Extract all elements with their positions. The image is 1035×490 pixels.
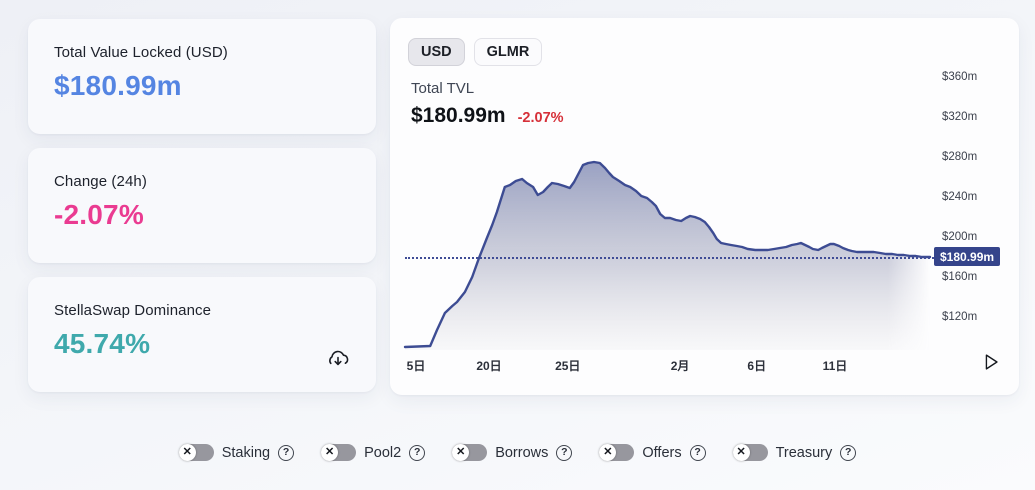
x-axis-label: 25日 — [555, 359, 581, 373]
y-axis-label: $160m — [942, 271, 978, 283]
borrows-toggle[interactable]: ✕ — [452, 444, 488, 461]
stat-card-tvl: Total Value Locked (USD) $180.99m — [28, 19, 376, 134]
stat-value-tvl: $180.99m — [54, 70, 182, 101]
x-axis-label: 11日 — [822, 359, 848, 373]
y-axis-label: $360m — [942, 71, 978, 83]
y-axis-label: $240m — [942, 191, 978, 203]
toggle-label: Offers — [642, 444, 682, 461]
help-icon[interactable]: ? — [409, 444, 426, 461]
toggle-group-treasury: ✕ Treasury ? — [732, 444, 857, 461]
tvl-area-chart[interactable] — [403, 70, 932, 350]
chart-change-percent: -2.07% — [517, 110, 564, 126]
stat-value-dominance: 45.74% — [54, 328, 151, 359]
treasury-toggle[interactable]: ✕ — [732, 444, 768, 461]
toggle-group-staking: ✕ Staking ? — [178, 444, 295, 461]
tvl-chart-svg — [403, 160, 932, 350]
current-value-dotted-line — [405, 257, 934, 259]
current-value-badge: $180.99m — [934, 247, 1001, 266]
currency-toggle: USD GLMR — [408, 38, 543, 66]
stat-value-change: -2.07% — [54, 199, 144, 230]
stats-column: Total Value Locked (USD) $180.99m Change… — [28, 19, 376, 392]
chart-current-value: $180.99m — [411, 104, 506, 127]
chart-title: Total TVL — [411, 80, 475, 97]
toggle-label: Pool2 — [364, 444, 402, 461]
x-axis-label: 6日 — [747, 359, 767, 373]
cloud-download-icon — [326, 350, 350, 373]
toggle-group-pool2: ✕ Pool2 ? — [321, 444, 426, 461]
toggle-off-icon: ✕ — [599, 444, 617, 461]
chart-extra-toggles: ✕ Staking ? ✕ Pool2 ? ✕ Borrows ? ✕ Offe… — [0, 444, 1035, 461]
stat-card-change: Change (24h) -2.07% — [28, 148, 376, 263]
y-axis-label: $320m — [942, 111, 978, 123]
toggle-label: Borrows — [495, 444, 549, 461]
stat-label: Total Value Locked (USD) — [54, 44, 228, 61]
toggle-off-icon: ✕ — [452, 444, 470, 461]
y-axis-label: $200m — [942, 231, 978, 243]
help-icon[interactable]: ? — [689, 444, 706, 461]
help-icon[interactable]: ? — [556, 444, 573, 461]
download-data-button[interactable] — [326, 346, 350, 370]
toggle-label: Treasury — [775, 444, 833, 461]
toggle-off-icon: ✕ — [178, 444, 196, 461]
y-axis-label: $120m — [942, 311, 978, 323]
play-button[interactable] — [980, 351, 1002, 373]
staking-toggle[interactable]: ✕ — [178, 444, 214, 461]
x-axis-label: 5日 — [406, 359, 426, 373]
toggle-off-icon: ✕ — [321, 444, 339, 461]
tvl-line — [403, 160, 932, 349]
currency-usd-button[interactable]: USD — [408, 38, 465, 66]
toggle-label: Staking — [221, 444, 271, 461]
x-axis-label: 20日 — [476, 359, 502, 373]
offers-toggle[interactable]: ✕ — [599, 444, 635, 461]
play-icon — [980, 354, 1002, 376]
tvl-chart-panel: USD GLMR Total TVL $180.99m -2.07% — [390, 18, 1019, 395]
currency-glmr-button[interactable]: GLMR — [473, 38, 543, 66]
x-axis-label: 2月 — [670, 359, 690, 373]
stat-label: Change (24h) — [54, 173, 147, 190]
y-axis-label: $280m — [942, 151, 978, 163]
help-icon[interactable]: ? — [278, 444, 295, 461]
stat-card-dominance: StellaSwap Dominance 45.74% — [28, 277, 376, 392]
tvl-area-fill — [405, 162, 930, 350]
stat-label: StellaSwap Dominance — [54, 302, 212, 319]
chart-value-row: $180.99m -2.07% — [411, 104, 564, 128]
toggle-group-offers: ✕ Offers ? — [599, 444, 706, 461]
help-icon[interactable]: ? — [840, 444, 857, 461]
toggle-off-icon: ✕ — [732, 444, 750, 461]
pool2-toggle[interactable]: ✕ — [321, 444, 357, 461]
toggle-group-borrows: ✕ Borrows ? — [452, 444, 573, 461]
